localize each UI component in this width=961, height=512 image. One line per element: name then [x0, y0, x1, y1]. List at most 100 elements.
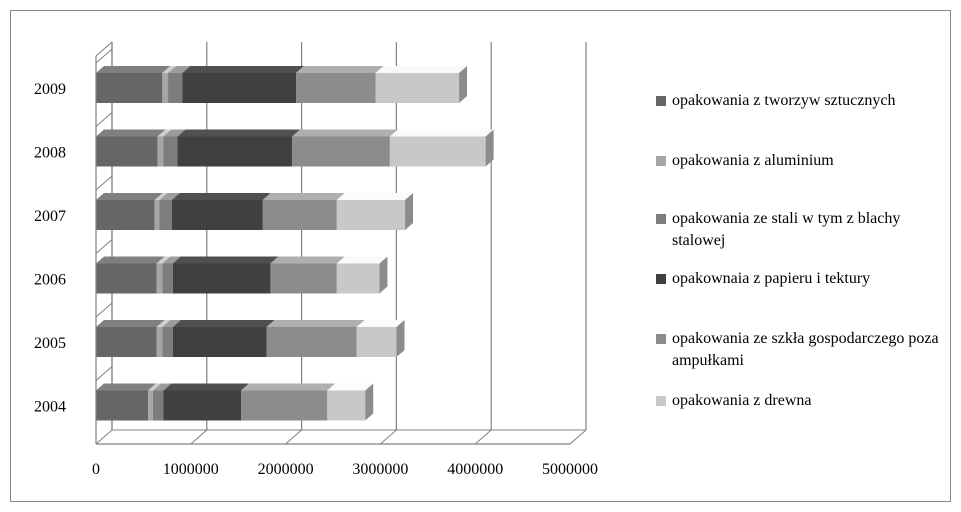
bar-segment-top: [96, 66, 171, 73]
bar-segment: [96, 327, 157, 357]
bar-segment-top: [96, 193, 163, 200]
bar-segment-top: [296, 66, 384, 73]
row-marker: [95, 48, 113, 64]
legend-item: opakowania ze szkła gospodarczego poza a…: [656, 328, 952, 372]
bar-segment-top: [168, 66, 191, 73]
bar-segment-top: [262, 193, 345, 200]
bar-segment-top: [270, 256, 345, 264]
bar-segment: [154, 200, 160, 230]
x-tick-label: 1000000: [163, 461, 219, 478]
category-label: 2007: [34, 208, 66, 225]
bar-segment: [262, 200, 337, 230]
row-marker: [95, 239, 113, 254]
y-category-labels: 2004 2005 2006 2007 2008 2009: [34, 81, 66, 416]
bar-segment: [163, 390, 242, 421]
bar-segment: [241, 390, 328, 421]
bar-segment: [157, 136, 164, 167]
bar-segment: [292, 136, 390, 167]
legend-item: opakowania z drewna: [656, 390, 952, 412]
x-tick-labels: 0 1000000 2000000 3000000 4000000 5000000: [92, 461, 598, 478]
category-label: 2006: [34, 272, 66, 289]
legend-item: opakownaia z papieru i tektury: [656, 268, 952, 290]
legend-label: opakowania z tworzyw sztucznych: [672, 92, 896, 109]
bar-segment-top: [172, 256, 279, 264]
legend-swatch: [656, 214, 666, 224]
bar-segment: [172, 263, 271, 294]
bar-segment: [159, 200, 172, 230]
bar-segment: [152, 390, 164, 421]
bar-segment: [182, 73, 297, 103]
bar-segment-top: [152, 383, 172, 391]
bar-end-side: [379, 256, 388, 294]
legend-label: opakowania z aluminium: [672, 152, 834, 169]
bar-segment: [375, 73, 460, 103]
legend-label: opakownaia z papieru i tektury: [672, 270, 871, 287]
bar-segment-top: [159, 193, 180, 200]
bar-segment: [356, 327, 397, 357]
x-tick-label: 3000000: [352, 461, 408, 478]
bar-segment: [270, 263, 337, 294]
category-label: 2005: [34, 335, 66, 352]
row-marker: [95, 175, 113, 191]
bar-segment-top: [336, 193, 414, 200]
bar-segment: [172, 327, 267, 357]
bar-segment-top: [177, 129, 301, 137]
legend-swatch: [656, 156, 666, 166]
legend-swatch: [656, 334, 666, 344]
bar-segment-top: [154, 193, 168, 200]
bar-segment: [171, 200, 263, 230]
bar-segment-top: [157, 129, 172, 137]
x-tick-label: 0: [92, 461, 100, 478]
bar-segment-top: [172, 320, 275, 327]
bar-segment: [327, 390, 366, 421]
legend-label: opakowania ze szkła gospodarczego poza a…: [672, 330, 939, 369]
bar-segment-top: [156, 320, 171, 327]
bar-segment-top: [241, 383, 336, 391]
gridline-floor: [285, 429, 302, 445]
legend-item: opakowania z aluminium: [656, 150, 952, 172]
bar-segment-top: [163, 129, 186, 137]
bar-end-side: [405, 193, 414, 230]
bar-segment: [336, 263, 380, 294]
top-corner: [95, 41, 113, 57]
bar-segment: [162, 327, 173, 357]
bar-segment-top: [148, 383, 161, 391]
bar-segment: [148, 390, 153, 421]
x-tick-label: 2000000: [258, 461, 314, 478]
category-label: 2004: [34, 399, 66, 416]
gridline-floor: [95, 429, 113, 445]
bar-segment: [336, 200, 406, 230]
bar-segment: [96, 390, 149, 421]
gridlines: [95, 42, 587, 445]
category-label: 2009: [34, 81, 66, 98]
legend-label: opakowania ze stali w tym z blachy stalo…: [672, 210, 901, 249]
legend-item: opakowania ze stali w tym z blachy stalo…: [656, 208, 952, 252]
row-marker: [95, 112, 113, 127]
bar-segment-top: [266, 320, 365, 327]
bar-segment: [162, 73, 169, 103]
bar-end-side: [459, 66, 468, 103]
bar-segment: [163, 136, 178, 167]
bar-segment: [266, 327, 357, 357]
bar-segment-top: [327, 383, 374, 391]
bar-segment: [389, 136, 486, 167]
bar-segment: [96, 136, 158, 167]
bar-segment: [96, 263, 157, 294]
x-tick-label: 4000000: [447, 461, 503, 478]
bar-segment-top: [375, 66, 468, 73]
bar-segment-top: [356, 320, 405, 327]
bar-end-side: [365, 383, 374, 421]
bar-segment-top: [162, 320, 181, 327]
bar-segment-top: [162, 256, 181, 264]
bar-segment-top: [156, 256, 171, 264]
gridline-floor: [569, 429, 587, 445]
bar-segment: [296, 73, 376, 103]
bar-segment: [162, 263, 173, 294]
bar-segment-top: [336, 256, 388, 264]
axes: [95, 41, 570, 445]
bar-segment-top: [96, 383, 157, 391]
bar-segment-top: [171, 193, 271, 200]
bar-end-side: [396, 320, 405, 357]
legend-swatch: [656, 96, 666, 106]
